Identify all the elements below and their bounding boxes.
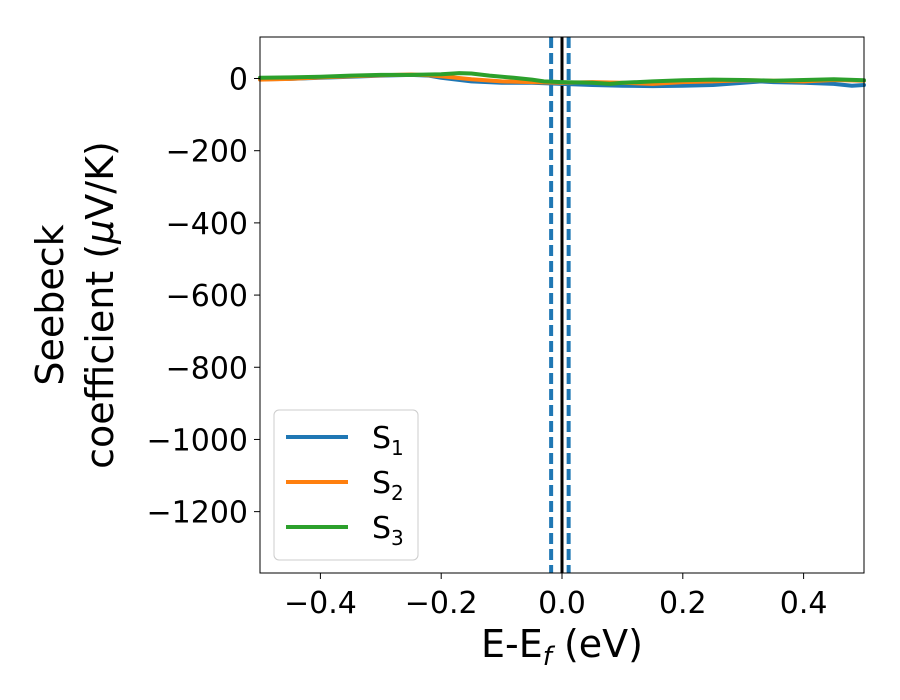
y-tick-label: −800: [166, 351, 248, 386]
legend-label-s3: S3: [372, 511, 404, 550]
y-tick-label: −200: [166, 135, 248, 170]
y-axis: 0 −200 −400 −600 −800 −1000 −1200: [147, 63, 260, 531]
legend-label-s1: S1: [372, 421, 404, 460]
y-axis-label-line2: coefficient (μV/K): [78, 141, 122, 469]
series-line-s3: [258, 71, 866, 86]
y-tick-label: −400: [166, 207, 248, 242]
y-axis-label-line1: Seebeck: [28, 224, 72, 385]
vertical-reference-lines: [549, 37, 571, 573]
y-axis-label: Seebeck coefficient (μV/K): [28, 141, 122, 469]
series-lines: [258, 71, 866, 89]
y-tick-label: 0: [229, 63, 248, 98]
x-axis: −0.4 −0.2 0.0 0.2 0.4: [284, 573, 827, 621]
x-axis-label: E-Ef (eV): [481, 622, 643, 672]
x-tick-label: 0.2: [659, 586, 707, 621]
y-tick-label: −600: [166, 279, 248, 314]
x-tick-label: −0.4: [284, 586, 357, 621]
x-tick-label: 0.4: [780, 586, 828, 621]
y-tick-label: −1200: [147, 496, 248, 531]
legend-box: [273, 409, 419, 561]
x-tick-label: −0.2: [405, 586, 478, 621]
y-tick-label: −1000: [147, 423, 248, 458]
legend-label-s2: S2: [372, 466, 404, 505]
legend: S1 S2 S3: [273, 409, 419, 561]
x-tick-label: 0.0: [538, 586, 586, 621]
